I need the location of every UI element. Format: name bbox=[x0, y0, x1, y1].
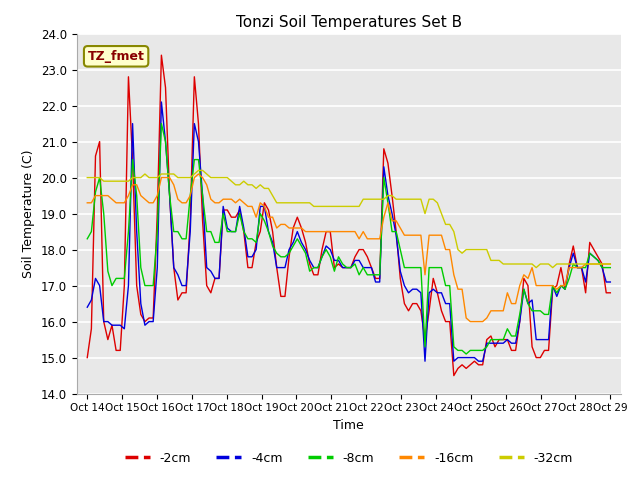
Text: TZ_fmet: TZ_fmet bbox=[88, 50, 145, 63]
Y-axis label: Soil Temperature (C): Soil Temperature (C) bbox=[22, 149, 35, 278]
Title: Tonzi Soil Temperatures Set B: Tonzi Soil Temperatures Set B bbox=[236, 15, 462, 30]
X-axis label: Time: Time bbox=[333, 419, 364, 432]
Legend: -2cm, -4cm, -8cm, -16cm, -32cm: -2cm, -4cm, -8cm, -16cm, -32cm bbox=[120, 447, 578, 469]
